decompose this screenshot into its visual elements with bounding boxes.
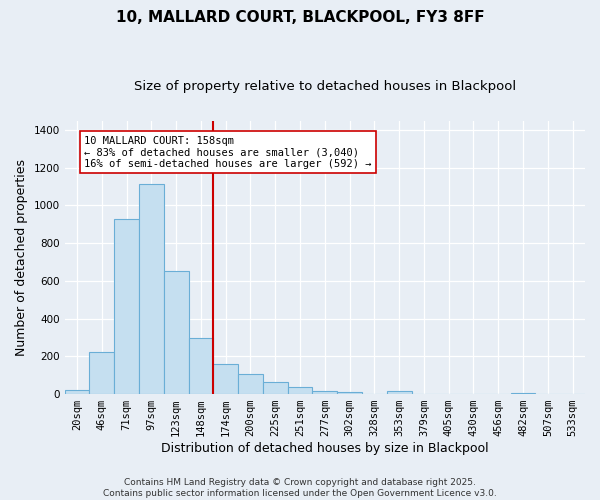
Bar: [238, 374, 263, 394]
Bar: [214, 364, 238, 394]
Bar: [139, 184, 164, 394]
Bar: [114, 218, 139, 394]
Bar: [164, 270, 188, 394]
Y-axis label: Number of detached properties: Number of detached properties: [15, 159, 28, 356]
X-axis label: Distribution of detached houses by size in Blackpool: Distribution of detached houses by size …: [161, 442, 488, 455]
Bar: [287, 386, 313, 394]
Text: 10 MALLARD COURT: 158sqm
← 83% of detached houses are smaller (3,040)
16% of sem: 10 MALLARD COURT: 158sqm ← 83% of detach…: [85, 136, 372, 169]
Bar: [337, 392, 362, 394]
Bar: [511, 393, 535, 394]
Text: Contains HM Land Registry data © Crown copyright and database right 2025.
Contai: Contains HM Land Registry data © Crown c…: [103, 478, 497, 498]
Bar: [387, 392, 412, 394]
Bar: [188, 338, 214, 394]
Bar: [65, 390, 89, 394]
Bar: [313, 392, 337, 394]
Text: 10, MALLARD COURT, BLACKPOOL, FY3 8FF: 10, MALLARD COURT, BLACKPOOL, FY3 8FF: [116, 10, 484, 25]
Bar: [89, 352, 114, 394]
Title: Size of property relative to detached houses in Blackpool: Size of property relative to detached ho…: [134, 80, 516, 93]
Bar: [263, 382, 287, 394]
